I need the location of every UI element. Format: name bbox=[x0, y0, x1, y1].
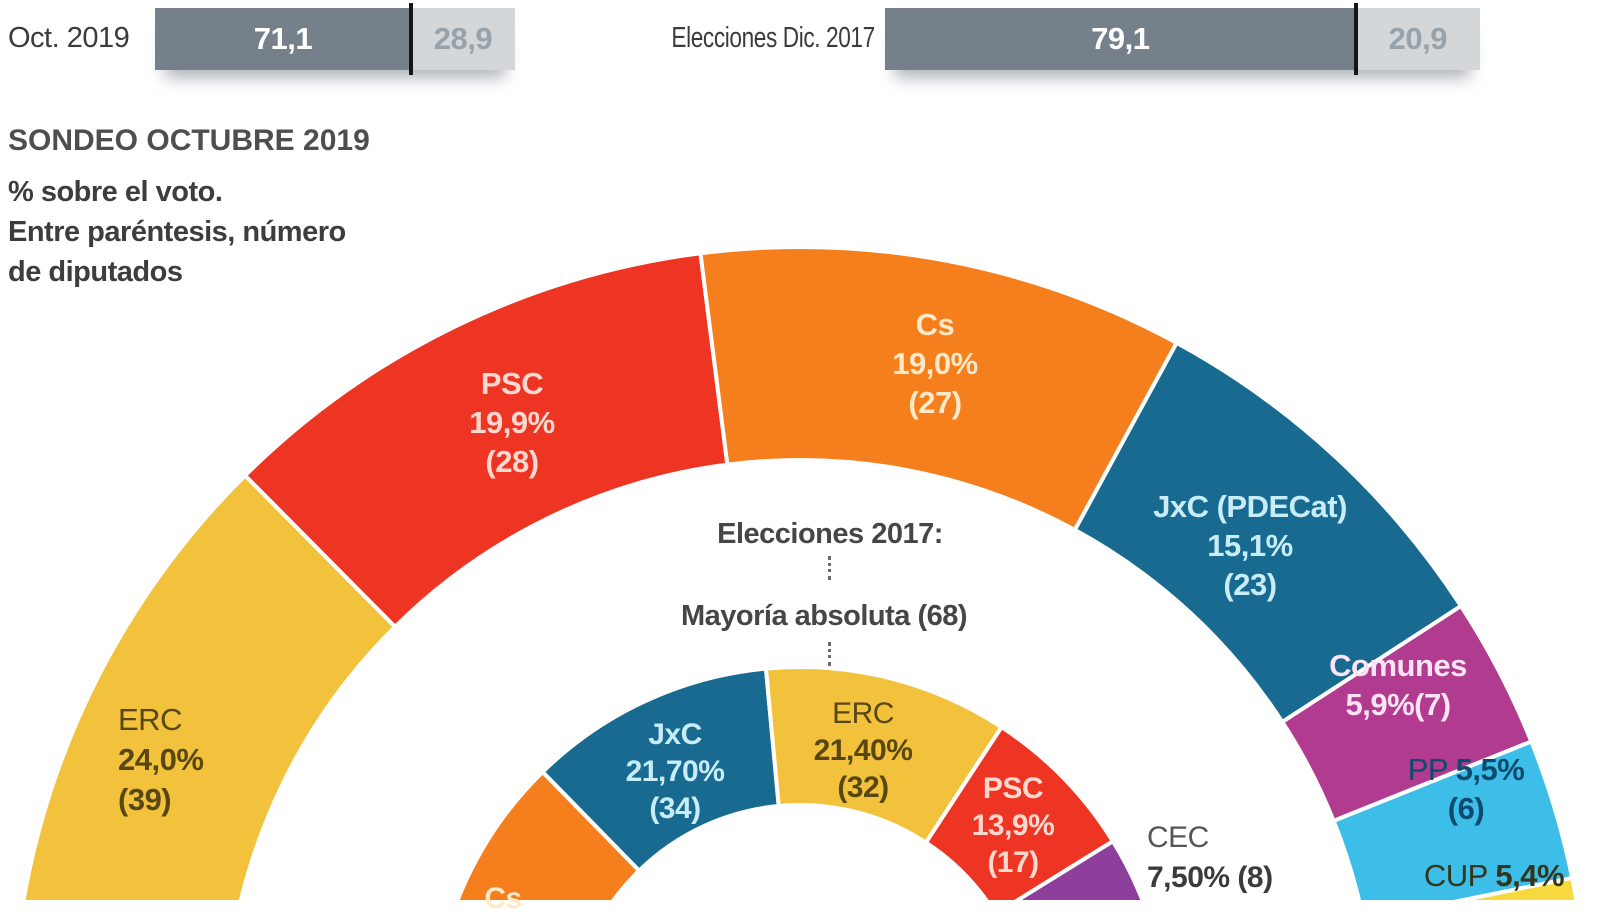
annotation-mayoria-absoluta: Mayoría absoluta (68) bbox=[680, 600, 968, 632]
bar-divider bbox=[1353, 3, 1358, 75]
bar-label-elecciones-dic-2017: Elecciones Dic. 2017 bbox=[671, 22, 876, 54]
bar-divider bbox=[408, 3, 413, 75]
chart-note-line-1: % sobre el voto. bbox=[8, 176, 223, 208]
chart-note-line-2: Entre paréntesis, número bbox=[8, 216, 346, 248]
segment-label-pp-outer: PP 5,5% (6) bbox=[1407, 752, 1525, 826]
participation-bar-dic-2017: 79,1 20,9 bbox=[885, 3, 1480, 75]
bar-segment-main: 71,1 bbox=[155, 8, 411, 70]
bar-segment-rest: 20,9 bbox=[1355, 8, 1480, 70]
bar-value-rest: 28,9 bbox=[433, 21, 493, 56]
segment-outer-cup bbox=[1453, 875, 1579, 900]
bar-value-main: 71,1 bbox=[253, 21, 313, 56]
bar-segment-rest: 28,9 bbox=[410, 8, 515, 70]
chart-title: SONDEO OCTUBRE 2019 bbox=[8, 124, 370, 157]
segment-inner-cec bbox=[1014, 838, 1145, 900]
segment-label-comunes-outer: Comunes 5,9%(7) bbox=[1329, 648, 1467, 722]
segment-label-psc-inner: PSC 13,9% (17) bbox=[971, 772, 1055, 879]
bar-value-rest: 20,9 bbox=[1388, 21, 1448, 56]
segment-label-psc-outer: PSC 19,9% (28) bbox=[469, 366, 555, 479]
segment-label-cs-outer: Cs 19,0% (27) bbox=[892, 307, 978, 420]
segment-label-erc-outer: ERC 24,0% (39) bbox=[118, 702, 204, 817]
dotted-connector-top bbox=[828, 556, 831, 580]
dotted-connector-bottom bbox=[828, 642, 831, 666]
participation-bar-oct-2019: 71,1 28,9 bbox=[155, 3, 515, 75]
segment-label-jxc-inner: JxC 21,70% (34) bbox=[625, 718, 725, 825]
bar-segment-main: 79,1 bbox=[885, 8, 1356, 70]
segment-label-cs-inner: Cs bbox=[484, 882, 522, 915]
segment-label-erc-inner: ERC 21,40% (32) bbox=[813, 697, 913, 804]
annotation-elecciones-2017: Elecciones 2017: bbox=[717, 518, 943, 550]
chart-note: % sobre el voto. Entre paréntesis, númer… bbox=[8, 172, 346, 292]
chart-note-line-3: de diputados bbox=[8, 256, 183, 288]
bar-label-oct-2019: Oct. 2019 bbox=[8, 22, 130, 54]
segment-label-cec-callout: CEC 7,50% (8) bbox=[1147, 821, 1273, 894]
segment-label-jxc-outer: JxC (PDECat) 15,1% (23) bbox=[1153, 489, 1347, 602]
segment-label-cup-outer: CUP 5,4% bbox=[1423, 858, 1565, 893]
bar-value-main: 79,1 bbox=[1091, 21, 1150, 56]
